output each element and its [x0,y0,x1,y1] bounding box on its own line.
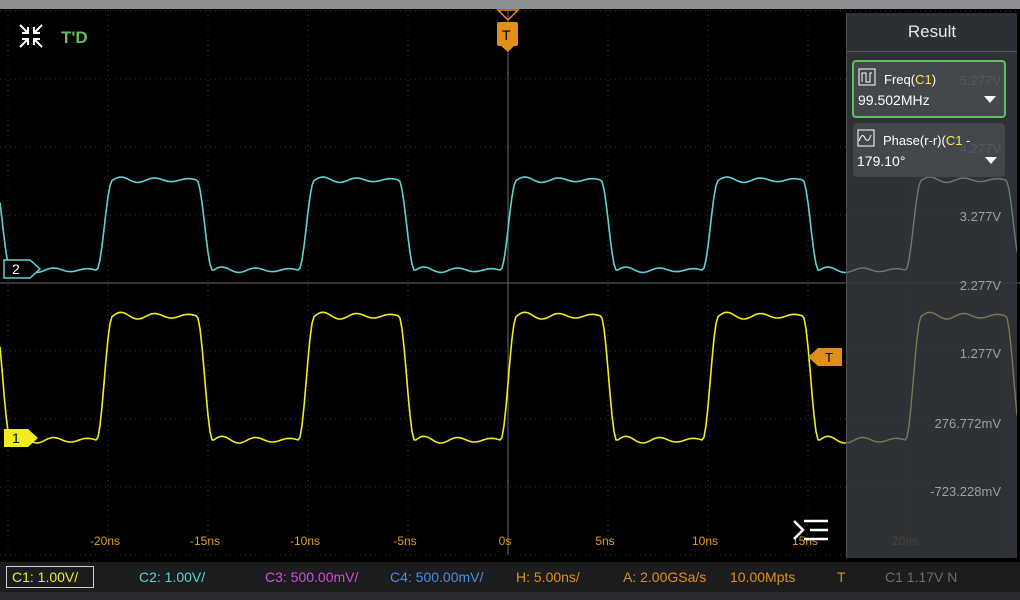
time-axis-label: 10ns [692,534,718,548]
status-bar: C1: 1.00V/ C2: 1.00V/ C3: 500.00mV/ C4: … [0,562,1020,592]
vertical-scale-label: 3.277V [960,209,1002,224]
memory-depth: 10.00Mpts [730,569,796,585]
bottom-strip [0,592,1020,600]
result-panel: 5.277V4.277V3.277V2.277V1.277V276.772mV-… [846,13,1017,558]
time-axis-label: -20ns [90,534,120,548]
phase-icon [857,129,875,147]
time-axis-label: -15ns [190,534,220,548]
time-axis-label: 15ns [792,534,818,548]
trigger-type-label[interactable]: T [837,569,846,585]
trigger-settings[interactable]: C1 1.17V N [885,569,958,585]
time-axis-label: -10ns [290,534,320,548]
frequency-icon [858,68,876,86]
fullscreen-icon[interactable] [19,24,43,48]
time-axis-label: 5ns [595,534,614,548]
ch2-marker-label: 2 [12,261,20,277]
measurement-freq[interactable]: Freq(C1) 99.502MHz [852,60,1006,118]
c4-scale[interactable]: C4: 500.00mV/ [390,569,484,585]
measurement-phase-name: Phase(r-r)(C1 - [883,133,971,148]
ch1-waveform-ghost [847,311,1017,444]
mode-label[interactable]: T'D [61,28,88,47]
ch1-offset-marker[interactable]: 1 [4,429,38,447]
c2-scale[interactable]: C2: 1.00V/ [139,569,206,585]
vertical-scale-label: 2.277V [960,278,1002,293]
trigger-level-label: T [825,350,833,365]
time-axis-labels: -20ns-15ns-10ns-5ns0s5ns10ns15ns20ns [90,534,918,548]
time-axis-label: -5ns [393,534,416,548]
c1-scale[interactable]: C1: 1.00V/ [12,569,79,585]
trigger-position-marker[interactable]: T [496,9,520,52]
measurement-freq-value: 99.502MHz [858,92,930,108]
ch1-marker-label: 1 [12,430,20,446]
c1-selected-box [6,566,94,588]
time-axis-label: 0s [499,534,512,548]
ch1-waveform [0,311,846,444]
result-panel-title: Result [847,13,1017,52]
ch2-offset-marker[interactable]: 2 [3,259,42,279]
chevron-down-icon[interactable] [985,157,997,164]
trigger-marker-label: T [502,27,511,43]
vertical-scale-label: 276.772mV [935,416,1002,431]
measurement-freq-name: Freq(C1) [884,72,937,87]
measurement-phase[interactable]: Phase(r-r)(C1 - 179.10° [853,123,1005,177]
chevron-down-icon[interactable] [984,96,996,103]
sample-rate[interactable]: A: 2.00GSa/s [623,569,707,585]
horizontal-scale[interactable]: H: 5.00ns/ [516,569,580,585]
measurement-phase-value: 179.10° [857,153,906,169]
vertical-scale-label: -723.228mV [930,484,1001,499]
c3-scale[interactable]: C3: 500.00mV/ [265,569,359,585]
ch2-waveform [0,176,846,274]
menu-icon[interactable] [793,519,828,541]
ch2-waveform-ghost [847,176,1017,274]
trigger-level-marker[interactable]: T [808,348,842,366]
vertical-scale-label: 1.277V [960,346,1002,361]
